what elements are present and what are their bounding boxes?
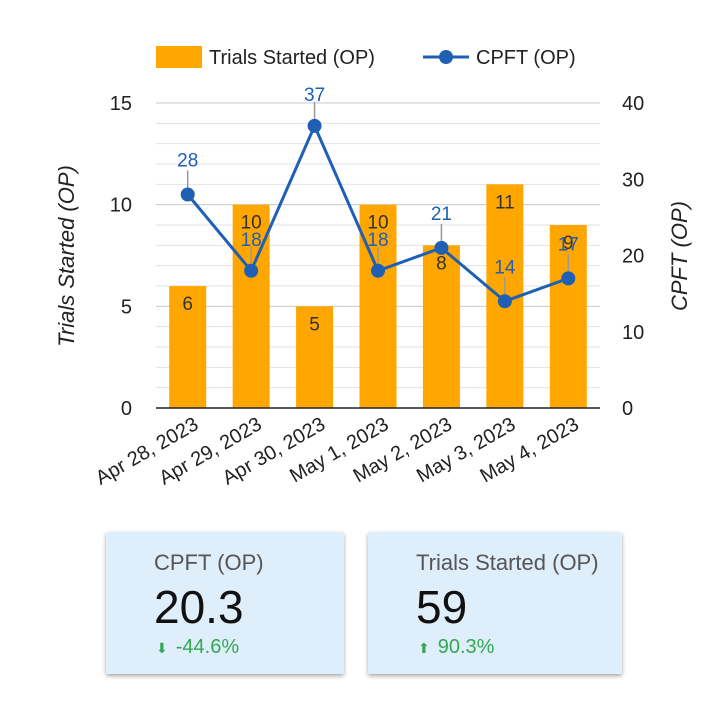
bar-trials-started [296,306,334,408]
line-marker [497,294,512,309]
line-data-label: 17 [558,234,579,255]
line-data-label: 21 [431,204,452,225]
bar-data-label: 11 [495,192,515,213]
y-right-axis-title: CPFT (OP) [667,201,692,311]
y-right-tick-label: 30 [622,169,644,191]
y-right-tick-label: 40 [622,93,644,115]
scorecard-delta: ⬆ 90.3% [418,636,494,659]
y-left-axis-title: Trials Started (OP) [54,165,79,347]
line-data-label: 28 [177,151,198,172]
bar-data-label: 5 [309,314,320,335]
legend-swatch-marker [439,50,453,64]
bar-trials-started [232,204,270,408]
line-marker [561,271,576,286]
scorecard-cpft[interactable]: CPFT (OP) 20.3 ⬇ -44.6% [106,532,344,674]
scorecard-delta-value: 90.3% [437,636,495,658]
bar-trials-started [422,245,460,408]
bar-trials-started [359,204,397,408]
line-marker [244,263,259,278]
scorecard-value: 59 [416,581,468,633]
y-right-tick-label: 20 [622,246,644,268]
legend-label: CPFT (OP) [476,47,576,69]
bar-data-label: 9 [563,233,574,254]
line-data-label: 37 [304,85,325,106]
scorecard-delta-value: -44.6% [175,636,240,658]
line-marker [434,240,449,255]
scorecard-trials-started[interactable]: Trials Started (OP) 59 ⬆ 90.3% [368,532,622,674]
arrow-up-icon: ⬆ [418,640,430,656]
line-data-label: 18 [241,230,262,251]
scorecard-delta: ⬇ -44.6% [156,636,239,659]
scorecard-label: CPFT (OP) [154,550,264,575]
legend-swatch-bar [156,46,202,68]
line-marker [180,187,195,202]
y-left-tick-label: 0 [121,398,132,420]
y-left-tick-label: 10 [110,195,132,217]
line-marker [371,263,385,278]
y-right-tick-label: 0 [622,398,633,420]
y-right-tick-label: 10 [622,322,644,344]
scorecard-value: 20.3 [154,581,244,633]
bar-data-label: 6 [182,294,193,315]
line-data-label: 18 [367,230,388,251]
bar-trials-started [169,286,207,408]
arrow-down-icon: ⬇ [156,640,168,656]
y-left-tick-label: 15 [110,93,132,115]
legend-label: Trials Started (OP) [209,47,375,69]
scorecard-label: Trials Started (OP) [416,550,599,575]
bar-data-label: 10 [367,213,388,234]
combo-chart: 0 5 10 15 0 10 20 30 40 Trials Started (OP) CPFT (… [54,46,692,490]
y-left-tick-label: 5 [121,296,132,318]
bar-data-label: 10 [241,213,262,234]
line-data-label: 14 [494,257,516,278]
line-marker [307,118,322,133]
bar-data-label: 8 [436,253,447,274]
